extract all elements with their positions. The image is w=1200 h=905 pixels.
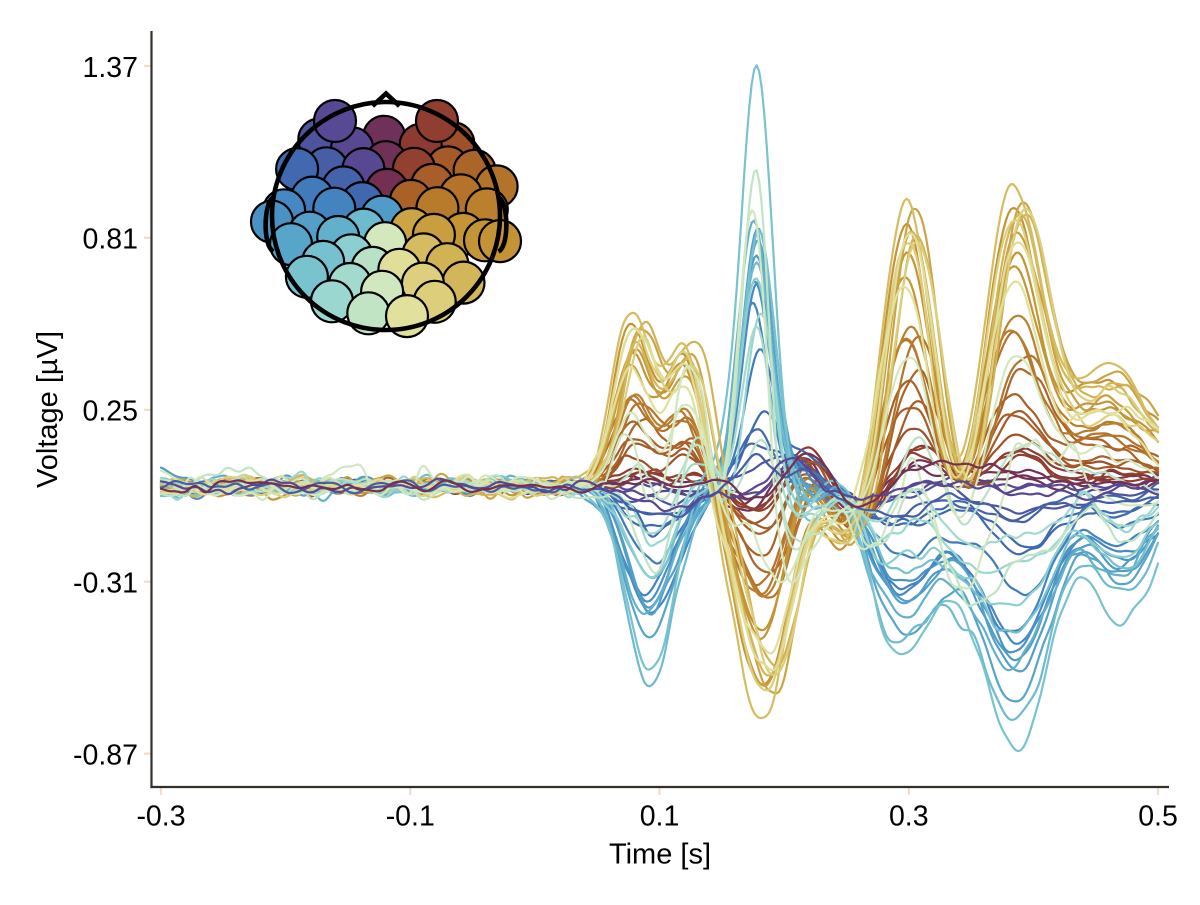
svg-text:-0.1: -0.1: [386, 801, 435, 833]
svg-text:-0.3: -0.3: [136, 801, 185, 833]
svg-text:0.1: 0.1: [640, 801, 680, 833]
svg-text:0.25: 0.25: [83, 396, 138, 428]
svg-text:Time [s]: Time [s]: [609, 839, 711, 871]
svg-text:0.3: 0.3: [889, 801, 929, 833]
svg-text:1.37: 1.37: [83, 52, 138, 84]
svg-text:Voltage [µV]: Voltage [µV]: [32, 331, 64, 488]
svg-text:0.5: 0.5: [1138, 801, 1178, 833]
svg-text:-0.31: -0.31: [73, 568, 138, 600]
svg-text:-0.87: -0.87: [73, 739, 138, 771]
svg-text:0.81: 0.81: [83, 224, 138, 256]
